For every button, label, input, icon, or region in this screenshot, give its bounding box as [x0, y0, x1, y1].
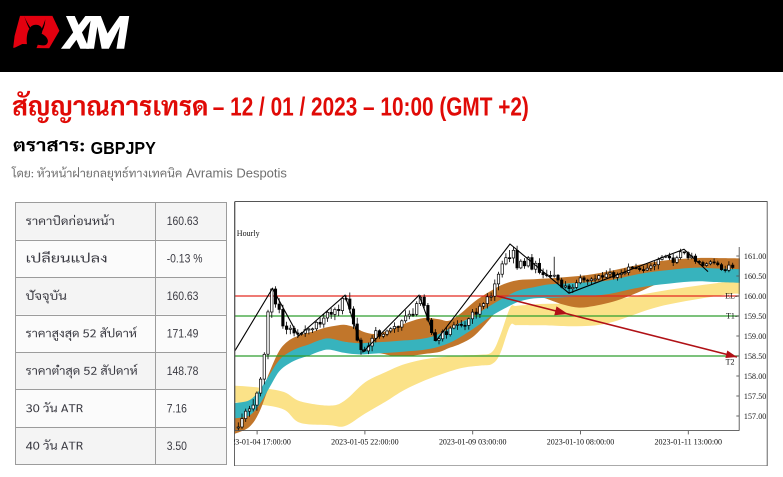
svg-text:160.63: 160.63: [167, 291, 199, 304]
svg-text:– 12 / 01 / 2023 – 10:00 (GMT: – 12 / 01 / 2023 – 10:00 (GMT +2): [213, 92, 529, 121]
svg-text:Avramis Despotis: Avramis Despotis: [186, 165, 287, 180]
svg-text:157.00: 157.00: [744, 412, 766, 421]
svg-text:EL-: EL-: [725, 292, 738, 301]
svg-text:159.50: 159.50: [744, 312, 766, 321]
svg-text:GBPJPY: GBPJPY: [91, 138, 156, 158]
svg-text:157.50: 157.50: [744, 392, 766, 401]
svg-text:160.50: 160.50: [744, 272, 766, 281]
svg-text:160.00: 160.00: [744, 292, 766, 301]
svg-text:7.16: 7.16: [167, 403, 187, 416]
svg-text:2023-01-04 17:00:00: 2023-01-04 17:00:00: [234, 438, 291, 447]
svg-text:T2: T2: [726, 358, 735, 367]
svg-text:158.00: 158.00: [744, 372, 766, 381]
svg-text:3.50: 3.50: [167, 440, 187, 453]
svg-text:160.63: 160.63: [167, 216, 199, 229]
svg-text:2023-01-05 22:00:00: 2023-01-05 22:00:00: [331, 438, 399, 447]
svg-text:T1-: T1-: [726, 312, 738, 321]
svg-text:148.78: 148.78: [167, 365, 199, 378]
svg-text:-0.13 %: -0.13 %: [167, 253, 203, 266]
svg-text:Hourly: Hourly: [237, 229, 260, 238]
svg-text:2023-01-10 08:00:00: 2023-01-10 08:00:00: [547, 438, 615, 447]
svg-text:159.00: 159.00: [744, 332, 766, 341]
svg-text:2023-01-09 03:00:00: 2023-01-09 03:00:00: [439, 438, 507, 447]
svg-text:158.50: 158.50: [744, 352, 766, 361]
svg-text:161.00: 161.00: [744, 252, 766, 261]
svg-text:2023-01-11 13:00:00: 2023-01-11 13:00:00: [655, 438, 723, 447]
svg-text:171.49: 171.49: [167, 328, 199, 341]
